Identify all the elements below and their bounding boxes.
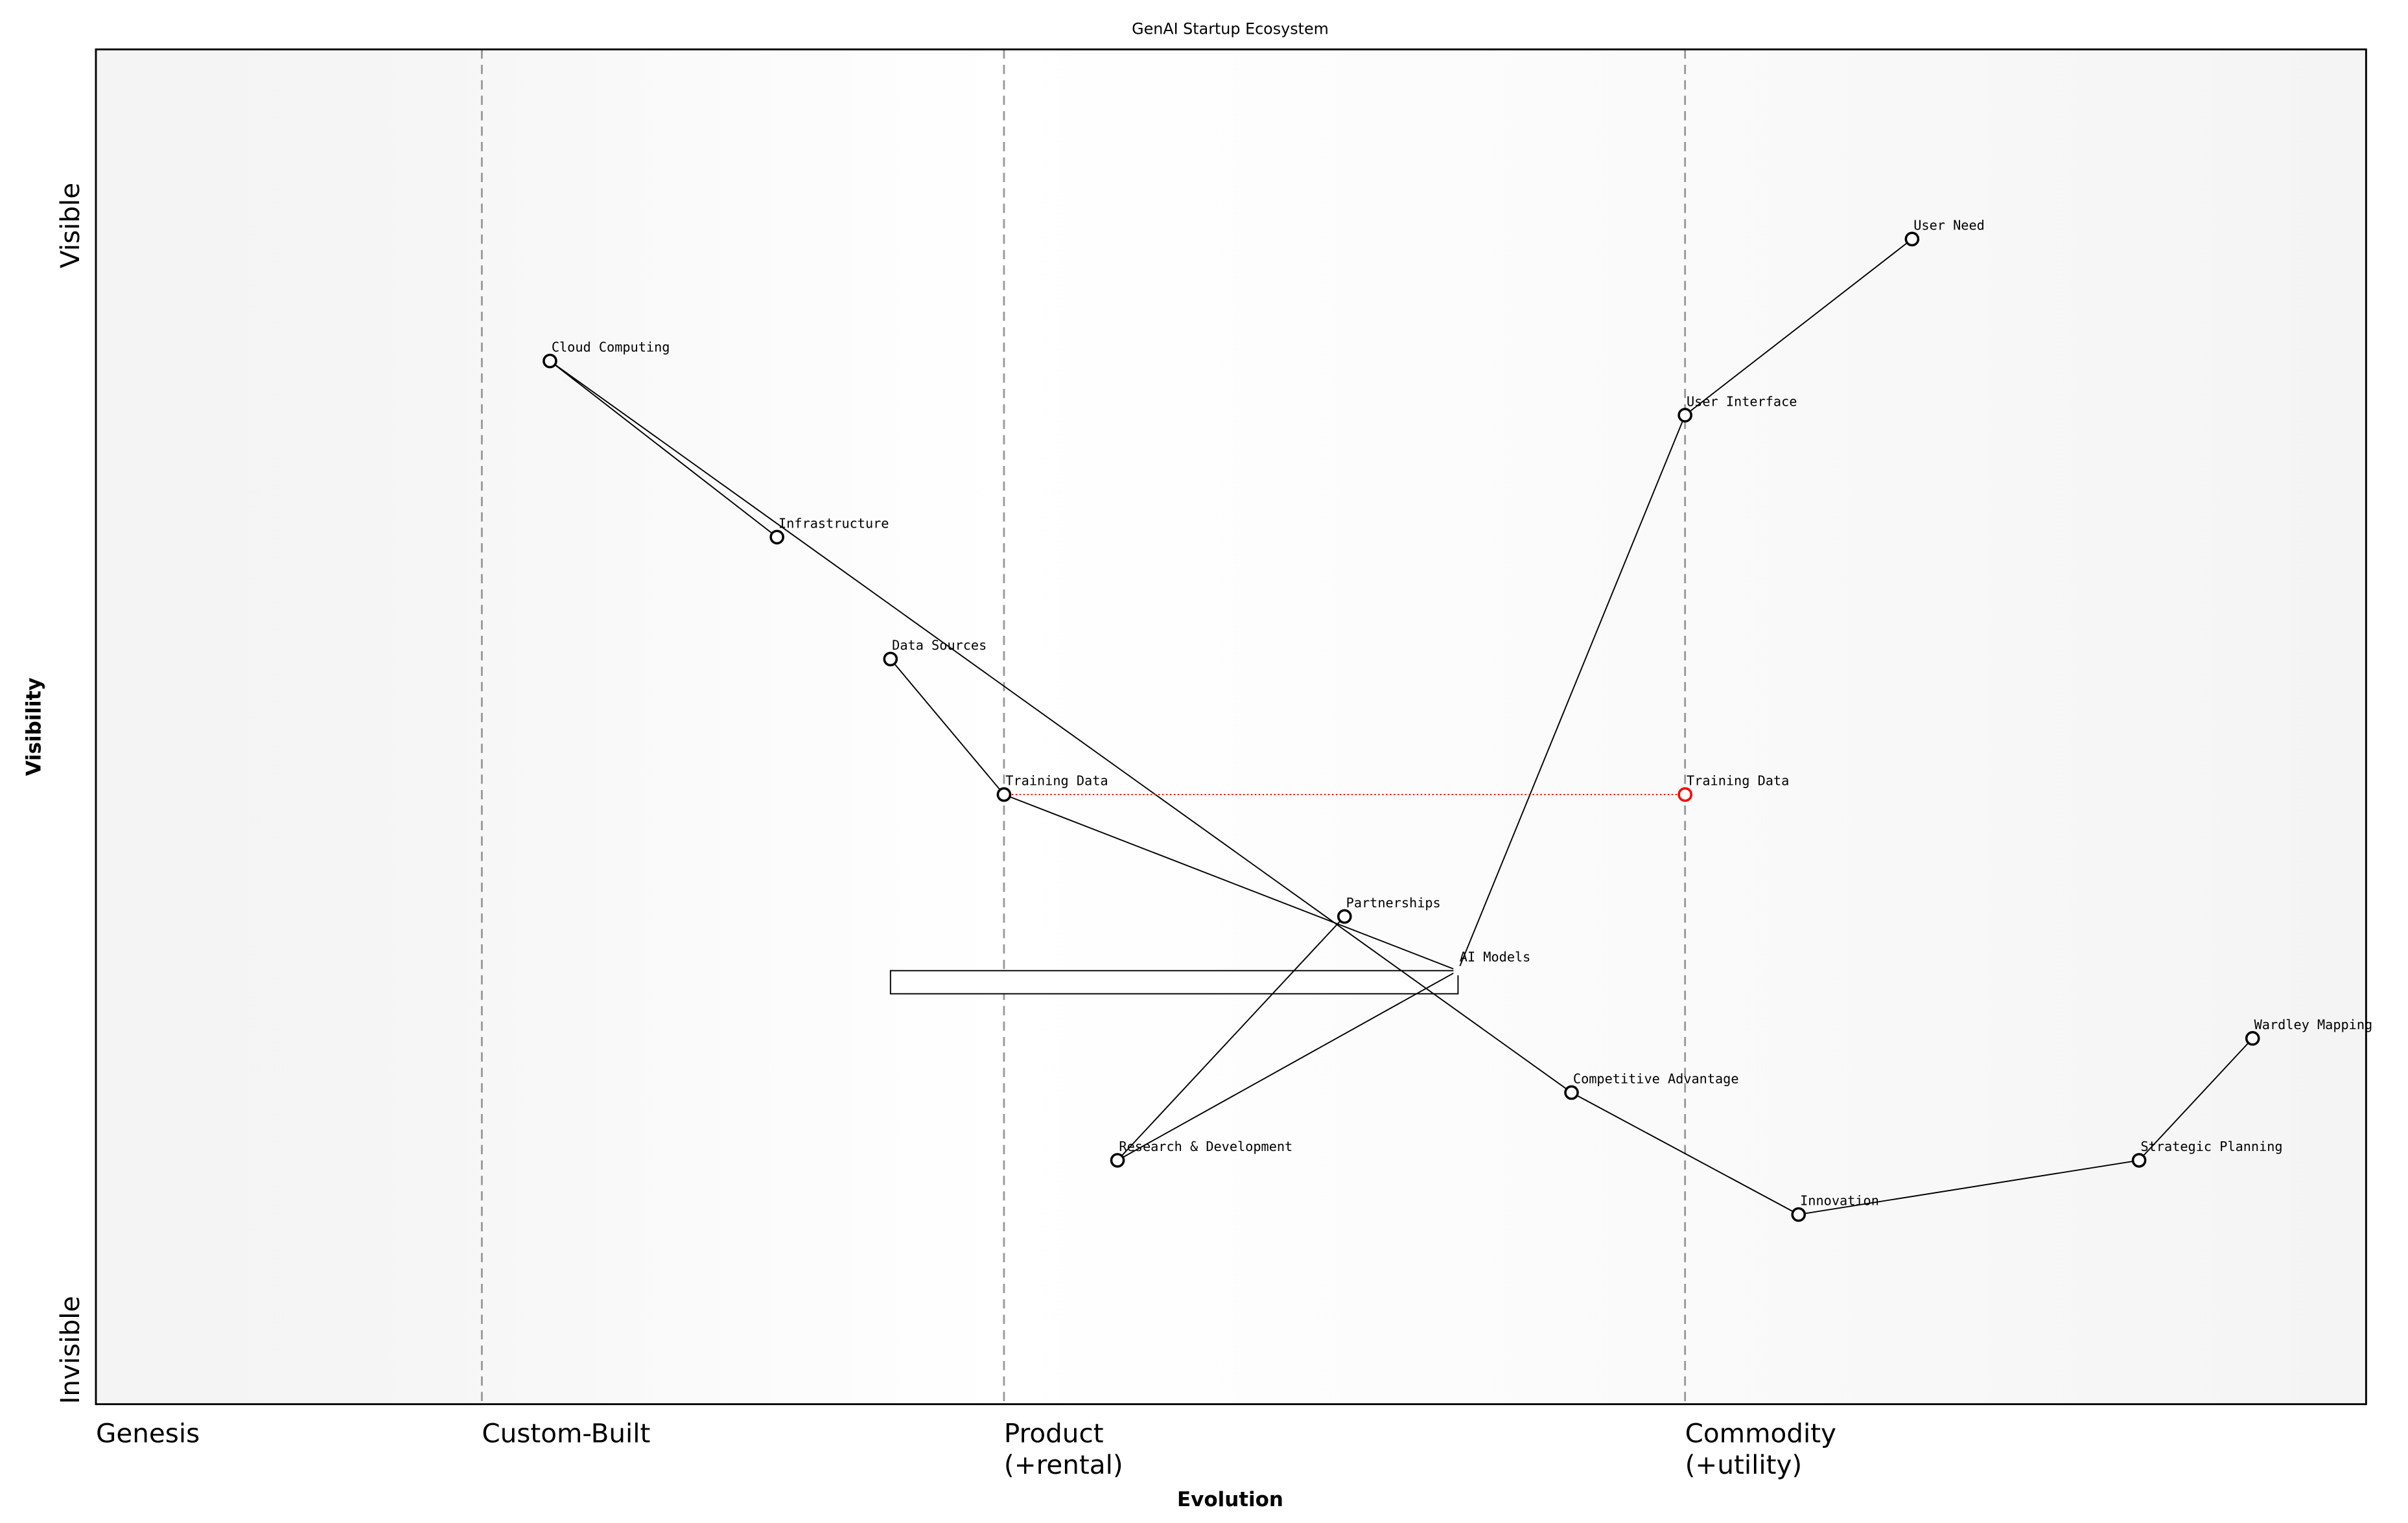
component: [1677, 408, 1692, 423]
link: [1798, 1159, 2140, 1215]
component: [1904, 231, 1920, 247]
evolved-label: Training Data: [1687, 773, 1789, 789]
pipeline: [889, 970, 1459, 995]
y-tick-label: Visible: [54, 183, 86, 268]
component: [1110, 1153, 1125, 1168]
component-label: User Interface: [1687, 393, 1797, 409]
link: [1685, 238, 1913, 416]
link: [549, 360, 778, 538]
component-label: AI Models: [1460, 949, 1531, 964]
link: [1457, 415, 1686, 971]
component-label: Training Data: [1005, 773, 1108, 789]
component: [1564, 1085, 1579, 1100]
component-label: Wardley Mapping: [2254, 1017, 2373, 1032]
component: [1453, 966, 1463, 975]
component-label: Partnerships: [1346, 895, 1441, 911]
link: [549, 360, 1572, 1093]
x-axis-label: Evolution: [1177, 1488, 1283, 1511]
link: [2138, 1038, 2253, 1161]
map: Genesis Custom-Built Product (+rental) Commo…: [54, 49, 2372, 1480]
chart-title: GenAI Startup Ecosystem: [1132, 19, 1329, 38]
x-tick-label: Product (+rental): [1004, 1417, 1123, 1480]
component-label: Competitive Advantage: [1573, 1071, 1739, 1087]
component-label: Infrastructure: [778, 515, 889, 531]
plot-frame: [95, 48, 2367, 1406]
x-tick-label: Commodity (+utility): [1685, 1417, 1836, 1480]
evolved-component: [1677, 787, 1692, 802]
plot-background: [95, 49, 2367, 1404]
component-label: Strategic Planning: [2141, 1139, 2283, 1154]
component: [769, 529, 784, 545]
component-label: User Need: [1913, 218, 1985, 233]
component-label: Innovation: [1800, 1193, 1879, 1209]
y-tick-label: Invisible: [54, 1296, 86, 1404]
component-label: Data Sources: [892, 638, 987, 653]
component: [2131, 1153, 2147, 1168]
component: [2245, 1030, 2260, 1046]
y-axis-label: Visibility: [22, 677, 45, 776]
link: [1117, 970, 1458, 1161]
component-label: Cloud Computing: [552, 340, 670, 355]
component-label: Research & Development: [1119, 1139, 1292, 1154]
link: [1117, 916, 1345, 1161]
component: [883, 651, 898, 667]
component: [996, 787, 1012, 802]
link: [890, 658, 1005, 795]
link: [1571, 1092, 1799, 1215]
component: [1337, 909, 1352, 924]
component: [1791, 1207, 1806, 1222]
link: [1003, 794, 1458, 971]
x-tick-label: Genesis: [96, 1417, 200, 1448]
x-tick-label: Custom-Built: [482, 1417, 650, 1448]
component: [543, 353, 557, 369]
